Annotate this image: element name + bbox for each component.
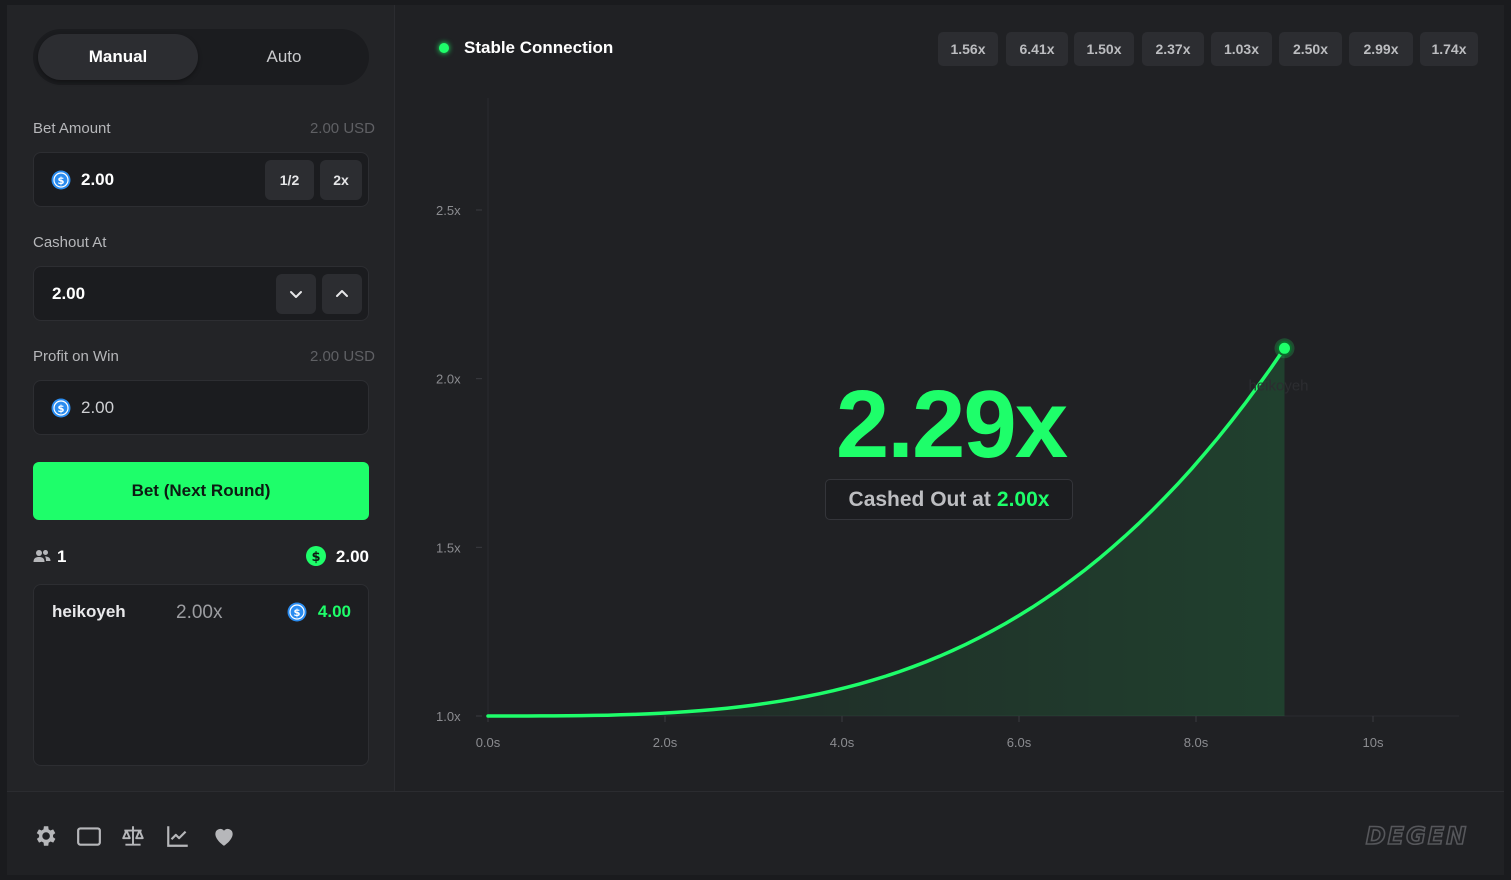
usd-coin-icon: $ (51, 398, 71, 418)
cashout-label: Cashout At (33, 234, 107, 251)
chevron-down-icon (290, 291, 302, 298)
history-multiplier[interactable]: 1.74x (1420, 32, 1478, 66)
scale-icon[interactable] (120, 823, 146, 849)
history-multiplier[interactable]: 2.99x (1349, 32, 1413, 66)
status-text: Stable Connection (464, 38, 614, 57)
window-icon[interactable] (76, 823, 102, 849)
usd-coin-icon: $ (51, 170, 71, 190)
cashout-value: 2.00 (52, 284, 86, 303)
multiplier-chart: 1.0x 1.5x 2.0x 2.5x 0.0s 2.0s 4.0s 6.0s 8.0s 10s h… (436, 98, 1459, 750)
bet-row-winnings: 4.00 (317, 602, 351, 621)
cashed-out-label: Cashed Out at (848, 487, 991, 511)
y-tick-label: 1.5x (436, 540, 461, 555)
svg-text:$: $ (58, 176, 65, 187)
x-tick-label: 8.0s (1184, 735, 1209, 750)
double-bet-button[interactable]: 2x (320, 160, 362, 200)
bet-row-multiplier: 2.00x (176, 602, 223, 623)
history-multiplier[interactable]: 1.56x (938, 32, 998, 66)
footer-bar (7, 791, 1504, 875)
players-summary: 1 $ 2.00 (33, 546, 369, 568)
cashed-out-badge: Cashed Out at 2.00x (825, 479, 1073, 520)
bets-list: heikoyeh 2.00x $ 4.00 (33, 584, 369, 766)
profit-field: $ 2.00 (33, 380, 369, 435)
history-multiplier[interactable]: 2.37x (1142, 32, 1204, 66)
x-tick-label: 4.0s (830, 735, 855, 750)
bet-button[interactable]: Bet (Next Round) (33, 462, 369, 520)
svg-text:$: $ (58, 404, 65, 415)
gear-icon[interactable] (32, 823, 58, 849)
cashout-input[interactable]: 2.00 (33, 266, 369, 321)
game-frame: Manual Auto Bet Amount 2.00 USD $ 2.00 1… (7, 5, 1504, 875)
status-dot-icon (439, 43, 449, 53)
y-tick-label: 2.5x (436, 203, 461, 218)
mode-toggle: Manual Auto (33, 29, 369, 85)
bet-amount-label: Bet Amount (33, 120, 111, 137)
dollar-coin-icon: $ (306, 546, 326, 566)
current-point-marker (1277, 340, 1292, 356)
chart-icon[interactable] (165, 823, 191, 849)
history-multiplier[interactable]: 6.41x (1006, 32, 1068, 66)
profit-label: Profit on Win (33, 348, 119, 365)
history-multiplier[interactable]: 1.03x (1211, 32, 1272, 66)
svg-text:$: $ (294, 608, 301, 619)
degen-logo: DEGEN (1365, 823, 1469, 847)
cashout-user-label: heikoyeh (1248, 377, 1308, 394)
x-tick-label: 2.0s (653, 735, 678, 750)
svg-text:$: $ (311, 550, 320, 565)
cashed-out-value: 2.00x (996, 487, 1050, 511)
cashout-decrease-button[interactable] (276, 274, 316, 314)
multiplier-curve (486, 346, 1287, 718)
x-tick-label: 10s (1363, 735, 1384, 750)
x-tick-label: 6.0s (1007, 735, 1032, 750)
history-multiplier[interactable]: 1.50x (1074, 32, 1134, 66)
profit-usd: 2.00 USD (309, 348, 375, 365)
auto-tab[interactable]: Auto (266, 47, 302, 66)
half-bet-button[interactable]: 1/2 (265, 160, 314, 200)
bet-amount-usd: 2.00 USD (309, 120, 375, 137)
player-count: 1 (57, 547, 67, 566)
users-icon (33, 550, 51, 562)
y-tick-label: 2.0x (436, 372, 461, 387)
history-multiplier[interactable]: 2.50x (1279, 32, 1342, 66)
y-tick-label: 1.0x (436, 709, 461, 724)
game-area: Stable Connection 1.56x 6.41x 1.50x 2.37x 1.… (396, 5, 1504, 791)
chevron-up-icon (336, 290, 348, 297)
bet-row-user: heikoyeh (52, 602, 126, 621)
usd-coin-icon: $ (287, 602, 307, 622)
current-multiplier: 2.29x (835, 371, 1068, 478)
svg-text:DEGEN: DEGEN (1366, 823, 1469, 847)
bet-amount-input[interactable]: $ 2.00 1/2 2x (33, 152, 369, 207)
cashout-increase-button[interactable] (322, 274, 362, 314)
total-bet-amount: 2.00 (335, 547, 369, 566)
curve-fill-area (488, 348, 1285, 716)
bet-amount-value: 2.00 (81, 170, 115, 189)
profit-value: 2.00 (81, 398, 115, 417)
manual-tab[interactable]: Manual (38, 34, 198, 80)
heart-icon[interactable] (211, 823, 237, 849)
x-tick-label: 0.0s (476, 735, 501, 750)
bet-panel: Manual Auto Bet Amount 2.00 USD $ 2.00 1… (7, 5, 395, 791)
